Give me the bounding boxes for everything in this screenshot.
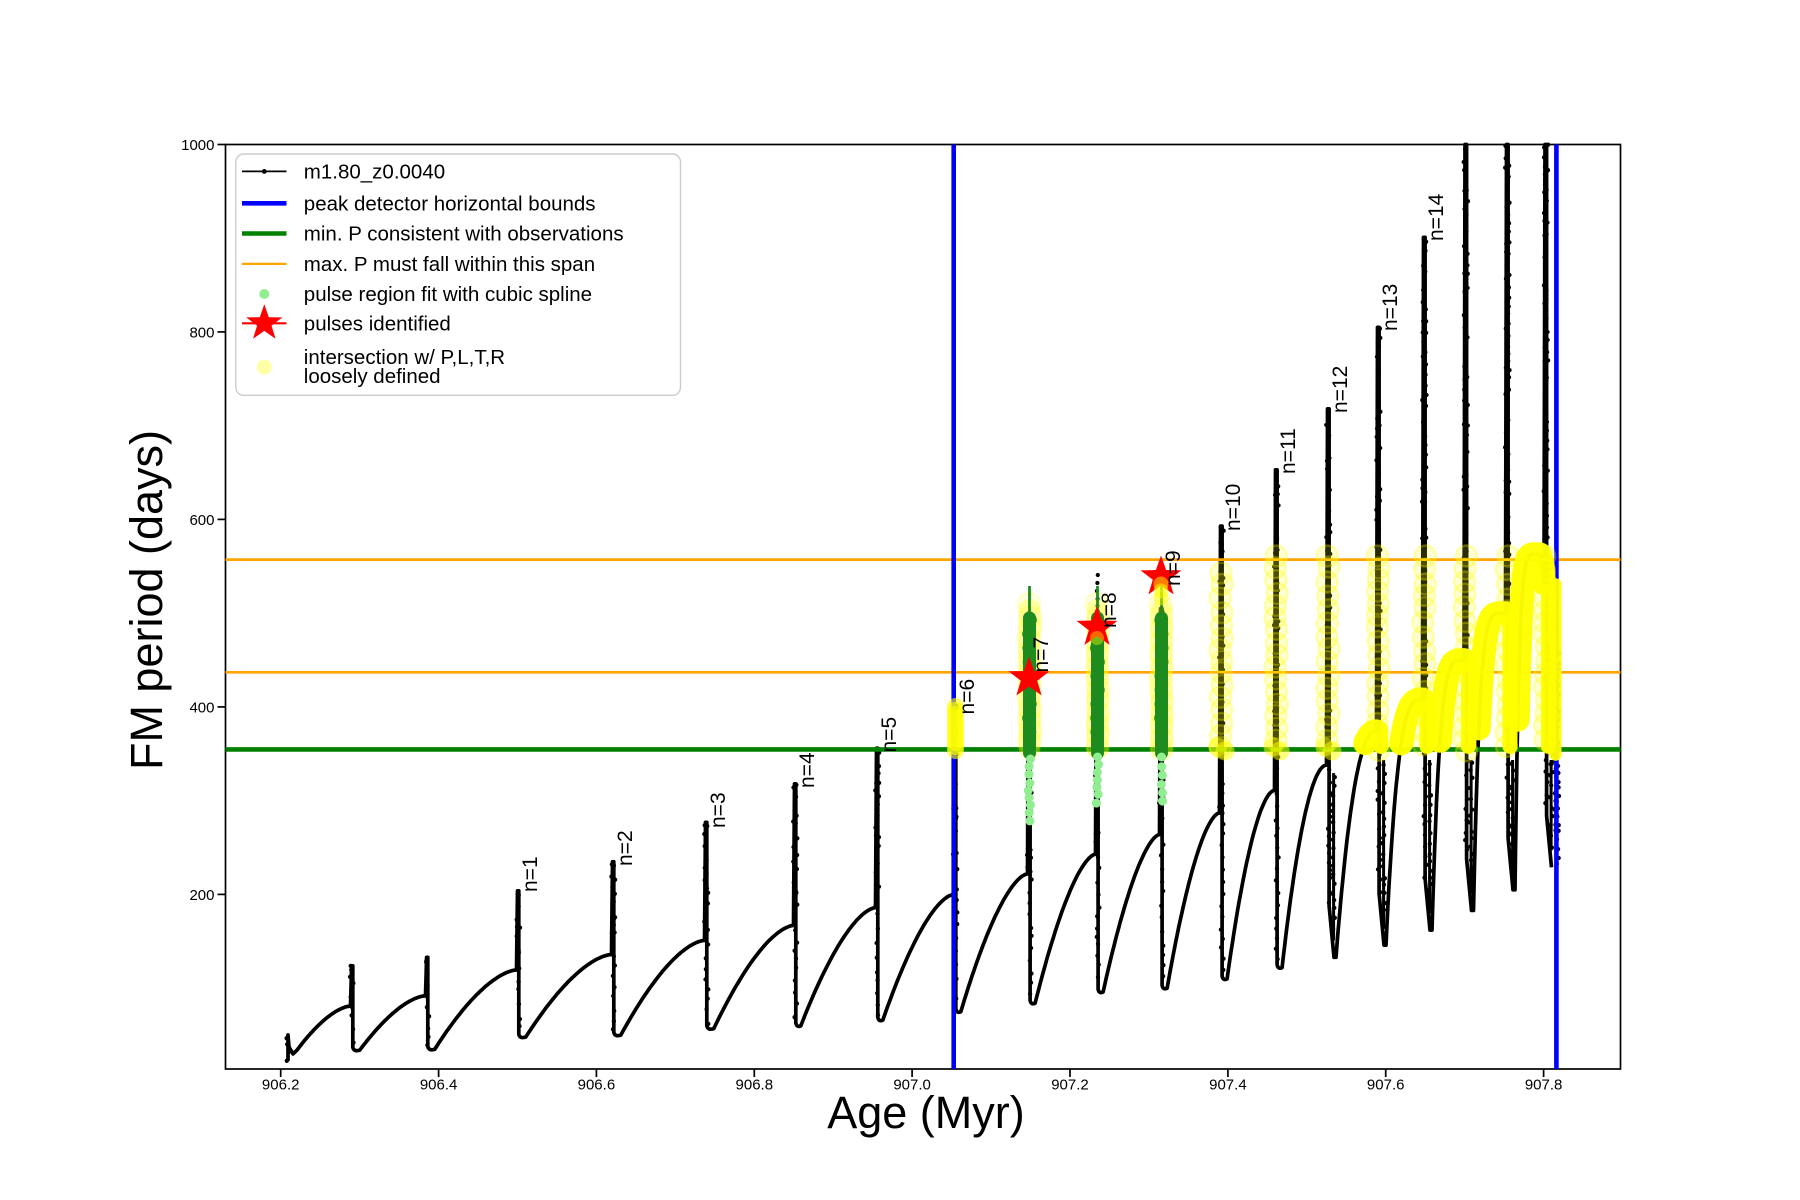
- svg-text:n=4: n=4: [796, 752, 819, 788]
- svg-text:n=2: n=2: [614, 830, 637, 866]
- svg-text:Age (Myr): Age (Myr): [827, 1087, 1025, 1138]
- svg-text:n=14: n=14: [1425, 193, 1448, 241]
- svg-text:n=9: n=9: [1162, 550, 1185, 586]
- svg-text:n=10: n=10: [1222, 484, 1245, 531]
- svg-text:907.8: 907.8: [1525, 1077, 1563, 1094]
- svg-text:906.6: 906.6: [578, 1077, 616, 1094]
- svg-text:n=7: n=7: [1030, 637, 1053, 673]
- svg-text:n=13: n=13: [1379, 284, 1402, 331]
- svg-text:800: 800: [189, 324, 214, 341]
- svg-text:200: 200: [189, 887, 214, 904]
- svg-text:907.6: 907.6: [1367, 1077, 1405, 1094]
- svg-text:n=1: n=1: [519, 856, 542, 892]
- svg-text:n=12: n=12: [1329, 366, 1352, 413]
- svg-text:906.4: 906.4: [420, 1077, 458, 1094]
- svg-text:907.2: 907.2: [1051, 1077, 1089, 1094]
- svg-text:max. P must fall within this s: max. P must fall within this span: [304, 253, 595, 276]
- svg-text:pulse region fit with cubic sp: pulse region fit with cubic spline: [304, 283, 592, 306]
- svg-text:n=8: n=8: [1098, 592, 1121, 628]
- svg-text:min. P consistent with observa: min. P consistent with observations: [304, 223, 624, 246]
- svg-text:1000: 1000: [181, 137, 214, 154]
- svg-text:intersection w/ P,L,T,R: intersection w/ P,L,T,R: [304, 346, 505, 369]
- svg-text:600: 600: [189, 512, 214, 529]
- svg-text:FM period (days): FM period (days): [121, 430, 172, 770]
- svg-text:400: 400: [189, 699, 214, 716]
- svg-text:n=11: n=11: [1277, 428, 1300, 474]
- svg-text:pulses identified: pulses identified: [304, 313, 451, 336]
- svg-text:906.8: 906.8: [736, 1077, 774, 1094]
- svg-text:m1.80_z0.0040: m1.80_z0.0040: [304, 161, 445, 184]
- svg-text:906.2: 906.2: [262, 1077, 300, 1094]
- svg-text:n=6: n=6: [956, 679, 979, 715]
- svg-text:loosely defined: loosely defined: [304, 365, 441, 388]
- svg-text:peak detector horizontal bound: peak detector horizontal bounds: [304, 193, 596, 216]
- svg-text:n=3: n=3: [707, 792, 730, 828]
- svg-text:907.0: 907.0: [893, 1077, 931, 1094]
- svg-text:907.4: 907.4: [1209, 1077, 1247, 1094]
- svg-text:n=5: n=5: [878, 717, 901, 753]
